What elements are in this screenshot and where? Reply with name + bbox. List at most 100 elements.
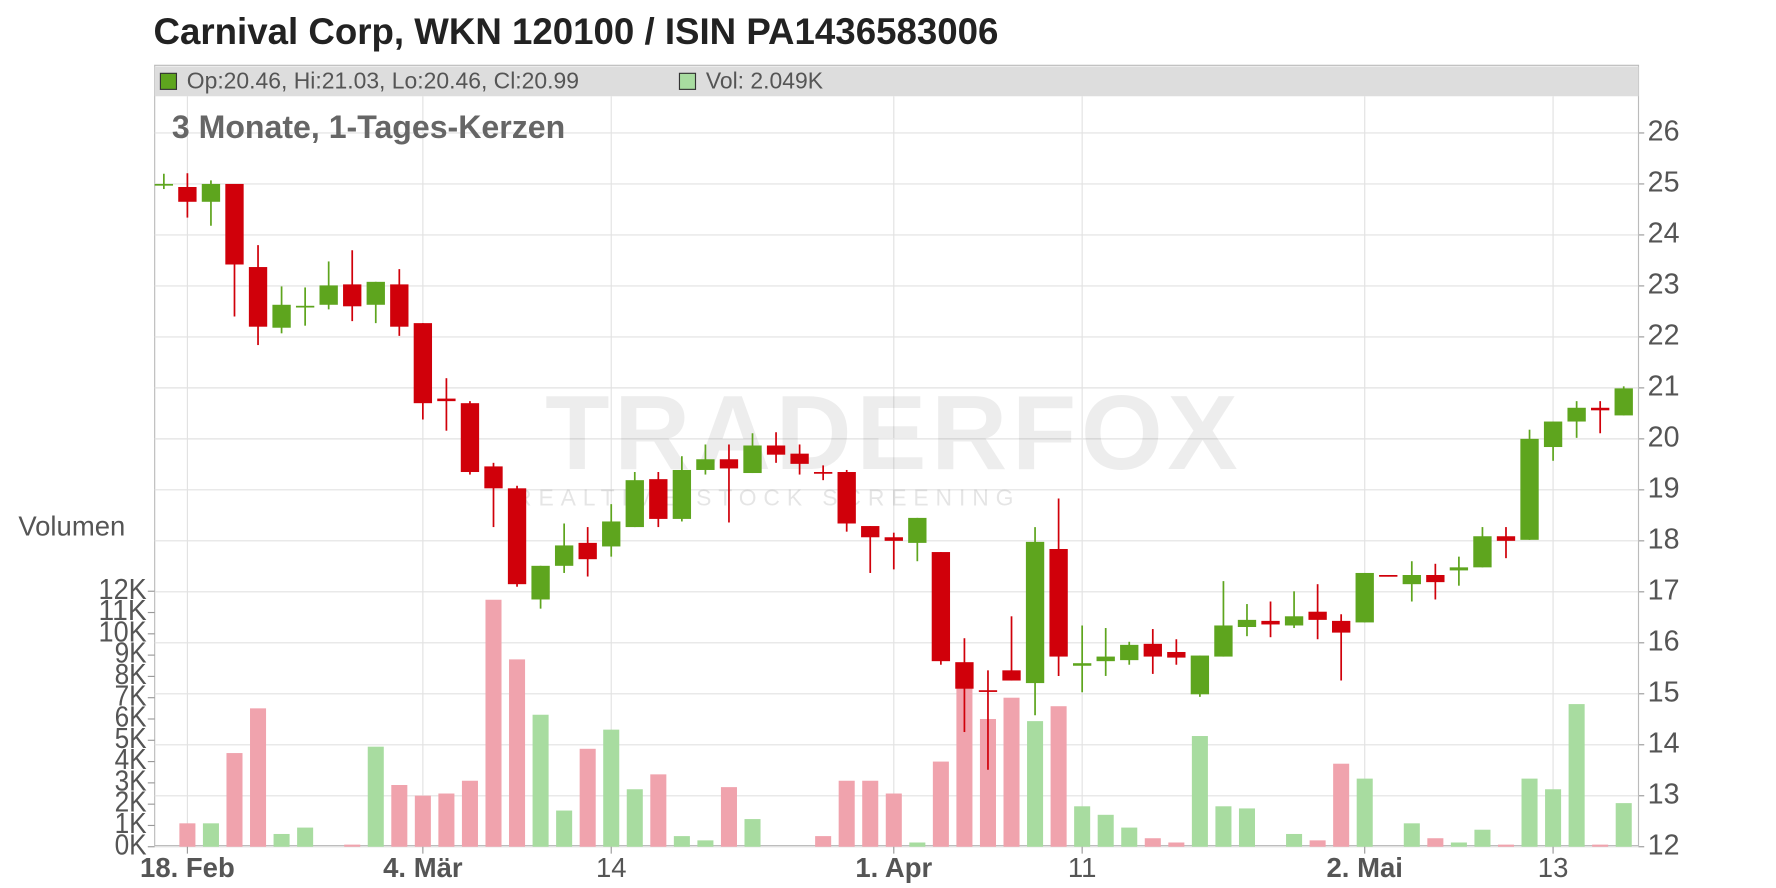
candle-body [955, 662, 974, 689]
volume-bar [862, 780, 879, 847]
volume-bar [1403, 823, 1420, 847]
volume-bar [532, 714, 549, 847]
volume-bar [391, 785, 408, 847]
candles [154, 173, 1633, 770]
candle-body [1426, 574, 1445, 583]
candle-body [1614, 388, 1633, 416]
y-tick-label: 23 [1648, 268, 1680, 300]
candle-body [931, 552, 951, 662]
volume-tick-label: 1K [115, 808, 147, 840]
candle-body [319, 285, 338, 305]
volume-bar [744, 819, 761, 847]
candle-body [1190, 655, 1210, 695]
volume-bar [1333, 763, 1350, 847]
y-tick-label: 16 [1648, 625, 1680, 657]
candle-body [696, 459, 715, 470]
candle-body [1120, 644, 1139, 661]
volume-bar [556, 810, 573, 847]
y-tick-label: 21 [1648, 370, 1680, 402]
candle-body [390, 284, 409, 327]
legend-swatch [678, 72, 697, 90]
volume-tick-label: 11K [99, 595, 147, 627]
legend-bar [154, 66, 1639, 97]
candle-body [1002, 670, 1021, 681]
volume-bar [1050, 706, 1067, 847]
plot-area [154, 64, 1640, 847]
volume-bar [579, 748, 596, 847]
y-tick-label: 14 [1648, 727, 1680, 759]
watermark-sub: REALTIME STOCK SCREENING [515, 485, 1020, 511]
candle-body [1332, 620, 1351, 633]
volume-bar [626, 789, 643, 847]
candle-body [1284, 616, 1304, 626]
candle-body [1096, 656, 1115, 662]
volume-bar [979, 718, 996, 847]
legend-swatch [159, 72, 178, 90]
y-tick-label: 13 [1648, 778, 1680, 810]
volume-bar [650, 774, 667, 847]
candle-body [1496, 536, 1516, 541]
volume-bar [344, 844, 361, 847]
volume-bar [273, 833, 290, 847]
volume-tick-label: 4K [115, 744, 147, 776]
candle-body [366, 281, 385, 305]
candle-body [1049, 548, 1068, 657]
candle-body [1237, 619, 1257, 628]
candle-body [178, 187, 197, 202]
candle-body [1072, 663, 1092, 666]
candle-body [1543, 421, 1563, 448]
x-tick-label: 11 [1068, 852, 1097, 883]
y-tick-label: 15 [1648, 676, 1680, 708]
y-tick-label: 12 [1648, 829, 1680, 861]
volume-bar [1097, 814, 1114, 847]
candle-body [201, 183, 221, 202]
volume-bar [179, 823, 196, 847]
volume-bar [1144, 838, 1161, 847]
y-tick-label: 17 [1648, 574, 1680, 606]
volume-bars [179, 599, 1632, 847]
volume-bar [1356, 778, 1373, 847]
volume-bar [1497, 844, 1515, 847]
y-tick-label: 25 [1648, 167, 1680, 199]
volume-bar [603, 729, 620, 847]
volume-bar [720, 787, 737, 847]
volume-bar [414, 795, 431, 847]
candle-body [484, 466, 503, 489]
volume-tick-label: 3K [115, 765, 147, 797]
candle-body [578, 542, 597, 560]
candle-body [437, 398, 456, 402]
candle-body [460, 403, 480, 473]
volume-tick-label: 6K [115, 702, 147, 734]
candle-body [719, 459, 739, 469]
volume-bar [1003, 697, 1020, 847]
candle-body [1520, 438, 1539, 540]
candle-body [625, 480, 644, 528]
volume-bar [1121, 827, 1138, 847]
candle-body [554, 545, 574, 566]
volume-bar [956, 687, 973, 847]
candle-body [978, 690, 998, 692]
volume-bar [1074, 806, 1091, 847]
candle-body [225, 183, 244, 265]
y-tick-label: 22 [1648, 319, 1680, 351]
candle-body [1214, 625, 1233, 657]
volume-bar [838, 780, 855, 847]
candle-body [272, 304, 291, 328]
volume-bar [932, 761, 949, 847]
candle-body [813, 472, 833, 474]
candle-body [507, 488, 527, 585]
candle-body [1473, 536, 1492, 568]
volume-bar [1521, 778, 1538, 847]
candle-body [1591, 407, 1610, 411]
volume-bar [1568, 704, 1585, 847]
volume-bar [1545, 789, 1562, 847]
candle-body [790, 453, 809, 464]
volume-axis-label: Volumen [18, 510, 125, 541]
volume-bar [1168, 842, 1185, 847]
candle-body [1025, 541, 1045, 684]
watermark: TRADERFOX [545, 375, 1242, 492]
volume-bar [1592, 844, 1609, 847]
volume-bar [485, 599, 502, 847]
volume-tick-label: 7K [115, 680, 147, 712]
axes: 12 13 14 15 16 17 18 19 20 21 22 23 24 25 26 0K1K2K3K4K… [99, 116, 1680, 883]
